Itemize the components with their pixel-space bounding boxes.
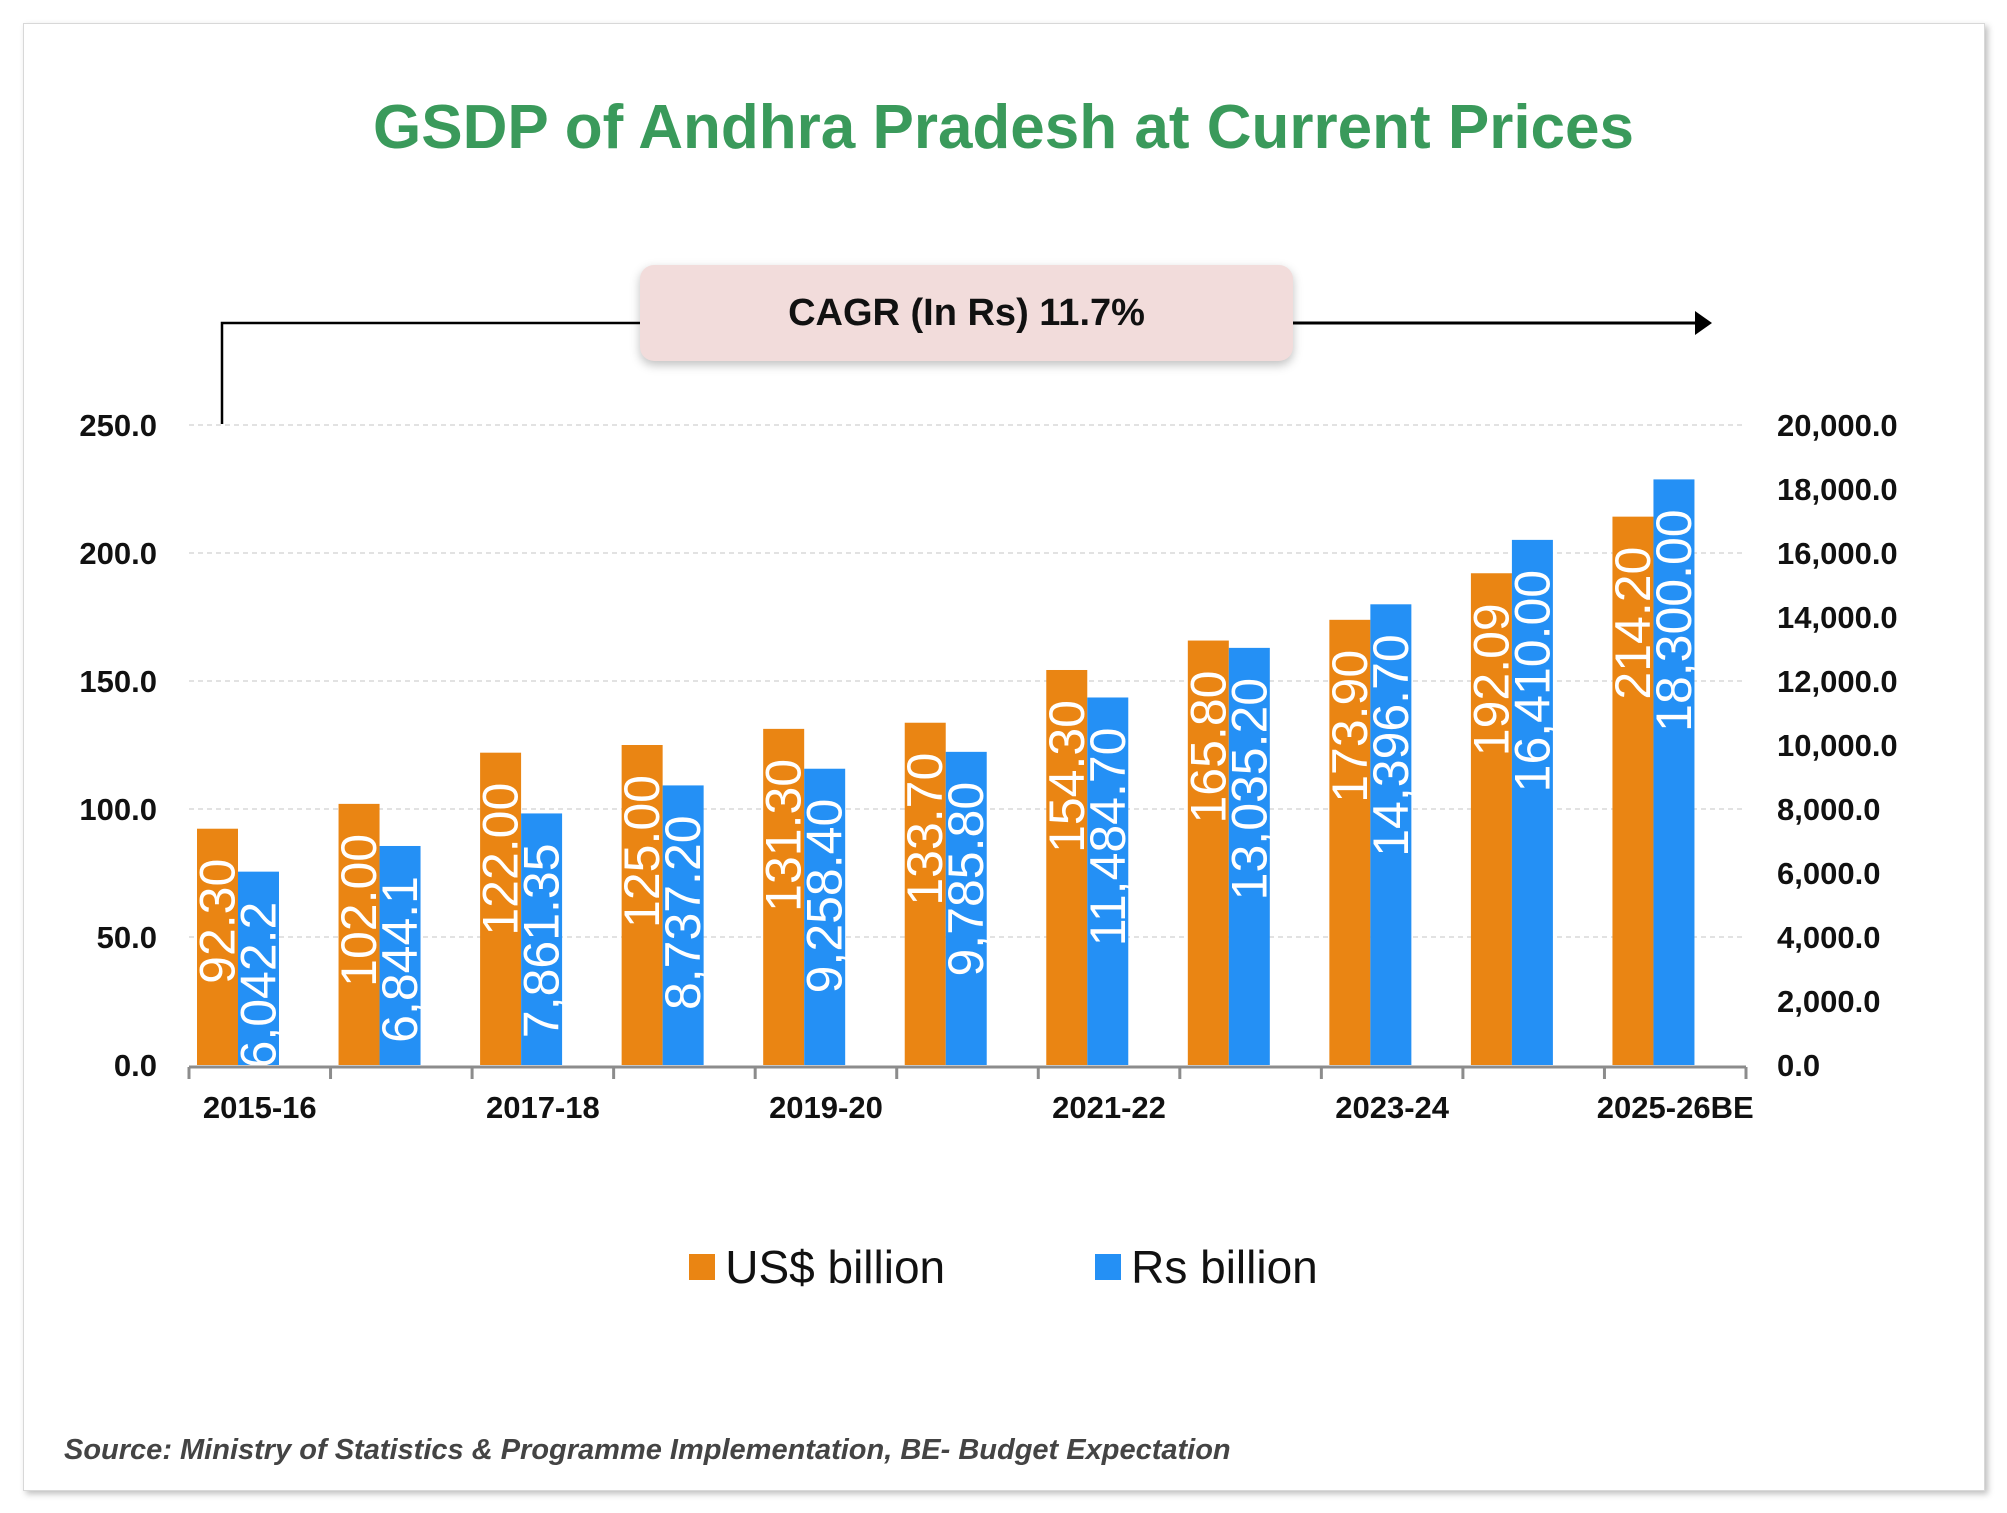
left-axis-tick-label: 150.0 bbox=[79, 664, 157, 699]
right-axis-tick-label: 14,000.0 bbox=[1777, 600, 1898, 635]
bar-usd bbox=[1046, 669, 1088, 1065]
data-label-usd: 122.00 bbox=[473, 783, 529, 936]
data-label-rs: 6,042.2 bbox=[231, 902, 287, 1069]
left-axis-tick-label: 50.0 bbox=[97, 920, 157, 955]
legend-swatch-usd bbox=[689, 1254, 716, 1280]
x-axis-tick-label: 2025-26BE bbox=[1597, 1090, 1754, 1125]
bar-usd bbox=[1187, 640, 1229, 1065]
data-label-usd: 131.30 bbox=[756, 759, 812, 912]
left-axis-tick-label: 250.0 bbox=[79, 408, 157, 443]
bar-rs bbox=[1370, 604, 1412, 1065]
legend-item-rs: Rs billion bbox=[1095, 1240, 1318, 1294]
bar-rs bbox=[379, 845, 421, 1065]
left-axis-tick-label: 100.0 bbox=[79, 792, 157, 827]
data-label-rs: 8,737.20 bbox=[655, 815, 711, 1010]
data-label-usd: 125.00 bbox=[614, 775, 670, 928]
legend-item-usd: US$ billion bbox=[689, 1240, 945, 1294]
x-axis-tick-label: 2015-16 bbox=[203, 1090, 317, 1125]
x-axis-tick-label: 2017-18 bbox=[486, 1090, 600, 1125]
data-label-usd: 214.20 bbox=[1605, 547, 1661, 700]
data-label-usd: 92.30 bbox=[190, 859, 246, 984]
bar-rs bbox=[804, 768, 846, 1065]
bar-rs bbox=[1228, 647, 1270, 1065]
data-label-rs: 11,484.70 bbox=[1080, 727, 1136, 946]
bar-usd bbox=[197, 828, 238, 1065]
bar-rs bbox=[945, 751, 987, 1065]
source-note: Source: Ministry of Statistics & Program… bbox=[64, 1434, 1231, 1466]
cagr-annotation: CAGR (In Rs) 11.7% bbox=[640, 265, 1293, 361]
x-axis-tick-label: 2021-22 bbox=[1052, 1090, 1166, 1125]
right-axis-tick-label: 2,000.0 bbox=[1777, 984, 1880, 1019]
bar-rs bbox=[1653, 479, 1695, 1065]
data-label-rs: 9,785.80 bbox=[938, 782, 994, 977]
bar-rs bbox=[1511, 539, 1553, 1065]
right-axis-tick-label: 20,000.0 bbox=[1777, 408, 1898, 443]
chart-title: GSDP of Andhra Pradesh at Current Prices bbox=[372, 93, 1634, 162]
bar-usd bbox=[621, 745, 663, 1065]
data-label-rs: 14,396.70 bbox=[1363, 634, 1419, 856]
bar-rs bbox=[662, 785, 704, 1065]
bar-usd bbox=[763, 728, 805, 1065]
bar-usd bbox=[1470, 573, 1512, 1065]
x-axis-tick-label: 2019-20 bbox=[769, 1090, 883, 1125]
bar-usd bbox=[1329, 619, 1371, 1065]
data-label-usd: 133.70 bbox=[897, 753, 953, 906]
cagr-arrow-line bbox=[220, 321, 640, 424]
right-axis-tick-label: 6,000.0 bbox=[1777, 856, 1880, 891]
bar-rs bbox=[238, 871, 279, 1065]
data-label-rs: 7,861.35 bbox=[514, 843, 570, 1038]
x-axis-tick-label: 2023-24 bbox=[1335, 1090, 1450, 1125]
left-axis-tick-label: 200.0 bbox=[79, 536, 157, 571]
bar-usd bbox=[480, 752, 522, 1065]
data-label-usd: 102.00 bbox=[331, 834, 387, 987]
right-axis-tick-label: 10,000.0 bbox=[1777, 728, 1898, 763]
legend-label-usd: US$ billion bbox=[725, 1241, 946, 1293]
data-label-usd: 192.09 bbox=[1463, 603, 1519, 756]
right-axis-tick-label: 12,000.0 bbox=[1777, 664, 1898, 699]
bar-usd bbox=[904, 722, 946, 1065]
right-axis-tick-label: 4,000.0 bbox=[1777, 920, 1880, 955]
left-axis-tick-label: 0.0 bbox=[114, 1048, 157, 1083]
bar-rs bbox=[1087, 697, 1129, 1065]
data-label-rs: 6,844.1 bbox=[372, 876, 428, 1043]
legend-swatch-rs bbox=[1095, 1254, 1122, 1280]
data-label-usd: 154.30 bbox=[1039, 700, 1095, 853]
arrowhead-icon bbox=[1695, 311, 1712, 335]
bar-usd bbox=[338, 803, 380, 1065]
right-axis-tick-label: 16,000.0 bbox=[1777, 536, 1898, 571]
data-label-rs: 13,035.20 bbox=[1221, 678, 1277, 900]
legend: US$ billion Rs billion bbox=[0, 1240, 2007, 1294]
data-label-usd: 165.80 bbox=[1180, 671, 1236, 824]
right-axis-tick-label: 0.0 bbox=[1777, 1048, 1820, 1083]
legend-label-rs: Rs billion bbox=[1131, 1241, 1318, 1293]
right-axis-tick-label: 8,000.0 bbox=[1777, 792, 1880, 827]
bar-usd bbox=[1612, 516, 1654, 1065]
data-label-rs: 9,258.40 bbox=[797, 799, 853, 994]
bar-rs bbox=[521, 813, 563, 1065]
data-label-usd: 173.90 bbox=[1322, 650, 1378, 803]
right-axis-tick-label: 18,000.0 bbox=[1777, 472, 1898, 507]
data-label-rs: 18,300.00 bbox=[1646, 509, 1702, 731]
data-label-rs: 16,410.00 bbox=[1504, 570, 1560, 792]
